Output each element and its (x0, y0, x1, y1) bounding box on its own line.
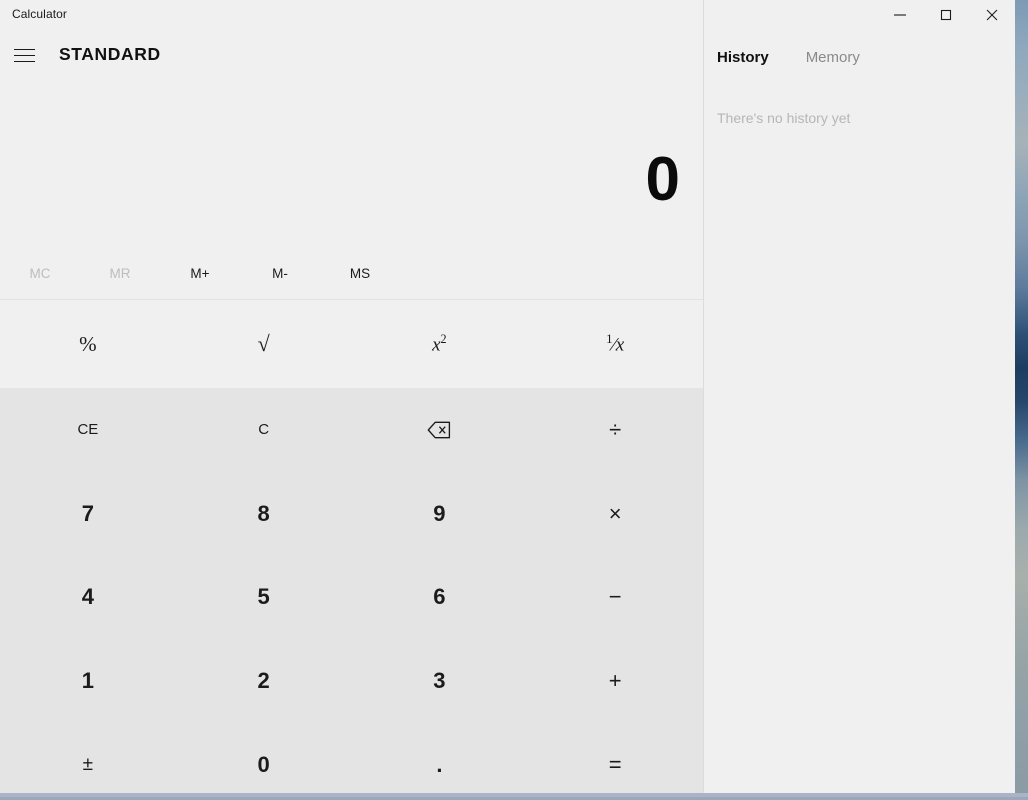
close-icon (985, 8, 999, 22)
reciprocal-button[interactable]: 1⁄x (527, 300, 703, 388)
taskbar-strip[interactable] (0, 793, 1028, 800)
maximize-button[interactable] (923, 0, 969, 30)
digit-6-button[interactable]: 6 (352, 556, 528, 640)
memory-row-divider (0, 299, 703, 300)
subtract-button[interactable]: − (527, 556, 703, 640)
memory-store-button[interactable]: MS (320, 250, 400, 296)
pane-divider (703, 0, 704, 793)
multiply-button[interactable]: × (527, 472, 703, 556)
history-empty-message: There's no history yet (717, 110, 851, 126)
clear-button[interactable]: C (176, 388, 352, 472)
memory-add-button[interactable]: M+ (160, 250, 240, 296)
history-memory-tabs: History Memory (704, 40, 860, 74)
digit-7-button[interactable]: 7 (0, 472, 176, 556)
window-controls (877, 0, 1015, 30)
page-title: STANDARD (59, 44, 161, 64)
square-root-button[interactable]: √ (176, 300, 352, 388)
keypad: CE C ÷ 7 8 9 × 4 5 (0, 388, 703, 793)
clear-entry-button[interactable]: CE (0, 388, 176, 472)
digit-3-button[interactable]: 3 (352, 639, 528, 723)
memory-subtract-button[interactable]: M- (240, 250, 320, 296)
desktop-wallpaper-sliver (1015, 0, 1028, 800)
square-button[interactable]: x2 (352, 300, 528, 388)
square-label: x2 (432, 331, 447, 356)
app-title: Calculator (12, 7, 68, 21)
title-bar[interactable]: Calculator (0, 0, 1015, 30)
memory-button-row: MC MR M+ M- MS (0, 250, 703, 296)
minimize-button[interactable] (877, 0, 923, 30)
negate-button[interactable]: ± (0, 723, 176, 793)
digit-5-button[interactable]: 5 (176, 556, 352, 640)
equals-button[interactable]: = (527, 723, 703, 793)
digit-2-button[interactable]: 2 (176, 639, 352, 723)
square-root-label: √ (257, 331, 270, 356)
percent-button[interactable]: % (0, 300, 176, 388)
reciprocal-label: 1⁄x (606, 331, 625, 356)
add-button[interactable]: + (527, 639, 703, 723)
divide-button[interactable]: ÷ (527, 388, 703, 472)
digit-0-button[interactable]: 0 (176, 723, 352, 793)
history-panel: History Memory There's no history yet (704, 30, 1015, 793)
backspace-button[interactable] (352, 388, 528, 472)
digit-8-button[interactable]: 8 (176, 472, 352, 556)
minimize-icon (893, 8, 907, 22)
calculator-pane: STANDARD 0 MC MR M+ M- MS % √ (0, 30, 703, 793)
memory-clear-button[interactable]: MC (0, 250, 80, 296)
percent-label: % (79, 331, 97, 356)
calculator-header: STANDARD (0, 30, 703, 80)
digit-4-button[interactable]: 4 (0, 556, 176, 640)
maximize-icon (939, 8, 953, 22)
display-area: 0 (0, 80, 703, 225)
decimal-point-button[interactable]: . (352, 723, 528, 793)
tab-history[interactable]: History (717, 40, 769, 74)
digit-1-button[interactable]: 1 (0, 639, 176, 723)
memory-recall-button[interactable]: MR (80, 250, 160, 296)
hamburger-menu-icon (13, 48, 35, 62)
hamburger-menu-button[interactable] (7, 38, 41, 72)
result-display: 0 (645, 145, 680, 214)
digit-9-button[interactable]: 9 (352, 472, 528, 556)
taskbar-strip-inner (0, 797, 1028, 800)
function-button-row: % √ x2 1⁄x (0, 300, 703, 388)
close-button[interactable] (969, 0, 1015, 30)
calculator-window: Calculator (0, 0, 1015, 793)
tab-memory[interactable]: Memory (806, 40, 860, 74)
backspace-icon (427, 421, 451, 439)
